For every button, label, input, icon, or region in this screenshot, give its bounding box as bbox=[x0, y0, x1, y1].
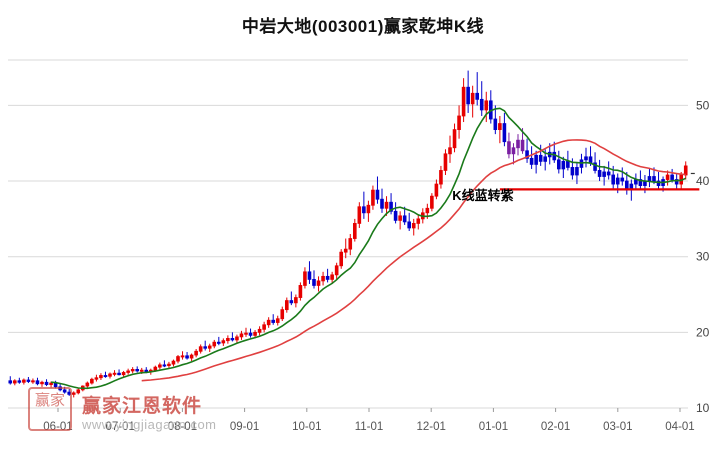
annotation-label: K线蓝转紫 bbox=[452, 188, 513, 203]
svg-text:11-01: 11-01 bbox=[355, 421, 384, 433]
svg-text:20: 20 bbox=[696, 325, 710, 339]
svg-text:12-01: 12-01 bbox=[416, 421, 445, 433]
svg-text:10-01: 10-01 bbox=[292, 421, 321, 433]
moving-average-lines bbox=[51, 107, 700, 390]
svg-text:03-01: 03-01 bbox=[603, 421, 632, 433]
svg-text:01-01: 01-01 bbox=[479, 421, 508, 433]
svg-text:10: 10 bbox=[696, 401, 710, 415]
chart-title: 中岩大地(003001)赢家乾坤K线 bbox=[241, 17, 485, 36]
svg-text:09-01: 09-01 bbox=[230, 421, 259, 433]
svg-text:06-01: 06-01 bbox=[43, 421, 72, 433]
svg-text:08-01: 08-01 bbox=[168, 421, 197, 433]
gridlines bbox=[8, 59, 688, 409]
svg-text:40: 40 bbox=[696, 174, 710, 188]
x-axis-ticks: 06-01 07-01 08-01 09-01 10-01 11-01 12-01 01-01… bbox=[43, 408, 695, 433]
svg-text:50: 50 bbox=[696, 98, 710, 112]
candle-series bbox=[8, 70, 688, 398]
y-axis-ticks: 10 20 30 40 50 bbox=[696, 98, 710, 415]
svg-text:07-01: 07-01 bbox=[105, 421, 134, 433]
svg-text:04-01: 04-01 bbox=[665, 421, 694, 433]
svg-text:30: 30 bbox=[696, 250, 710, 264]
svg-text:02-01: 02-01 bbox=[541, 421, 570, 433]
